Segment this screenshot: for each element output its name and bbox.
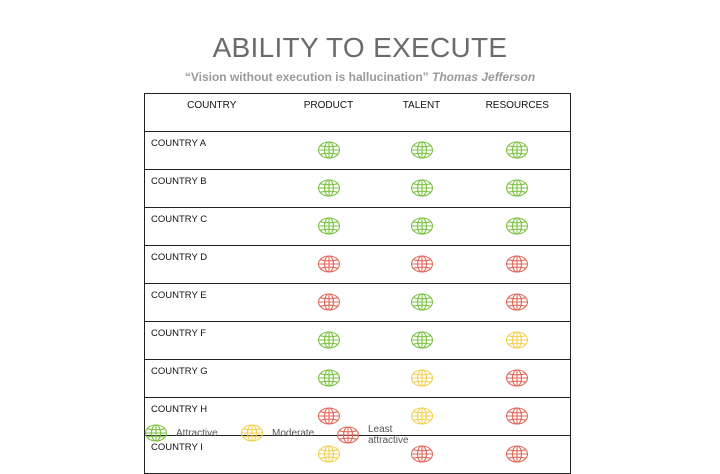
table-header-row: COUNTRY PRODUCT TALENT RESOURCES [144,93,571,132]
rating-cell [464,245,571,284]
rating-cell [464,131,571,170]
legend-item-attractive: Attractive [144,424,218,442]
globe-icon [317,407,341,425]
header-talent: TALENT [378,93,465,132]
globe-icon [505,179,529,197]
quote-author: Thomas Jefferson [432,70,536,84]
legend-item-moderate: Moderate [240,424,314,442]
rating-cell [278,283,379,322]
globe-icon [410,369,434,387]
legend-label: Least attractive [368,424,409,446]
legend-label: Attractive [176,427,218,439]
country-name: COUNTRY F [144,321,279,360]
globe-icon [317,217,341,235]
rating-cell [464,359,571,398]
rating-cell [464,435,571,474]
country-name: COUNTRY A [144,131,279,170]
page-title: ABILITY TO EXECUTE [212,32,508,63]
globe-icon [505,217,529,235]
rating-cell [278,245,379,284]
globe-icon [317,141,341,159]
table-row: COUNTRY C [144,207,571,246]
rating-cell [278,207,379,246]
table-row: COUNTRY D [144,245,571,284]
globe-icon [336,426,360,444]
header-product: PRODUCT [278,93,379,132]
rating-cell [278,131,379,170]
country-name: COUNTRY D [144,245,279,284]
globe-icon [410,141,434,159]
rating-cell [378,245,465,284]
globe-icon [410,179,434,197]
table-row: COUNTRY G [144,359,571,398]
rating-cell [464,321,571,360]
rating-cell [378,283,465,322]
header-country: COUNTRY [144,93,279,132]
rating-cell [464,397,571,436]
globe-icon [505,293,529,311]
globe-icon [317,331,341,349]
rating-cell [378,207,465,246]
globe-icon [505,407,529,425]
globe-icon [410,331,434,349]
table-row: COUNTRY E [144,283,571,322]
rating-cell [278,359,379,398]
quote-text: “Vision without execution is hallucinati… [184,70,429,84]
legend-item-least-attractive: Least attractive [336,424,409,446]
globe-icon [505,331,529,349]
globe-icon [410,407,434,425]
globe-icon [505,445,529,463]
globe-icon [240,424,264,442]
header-resources: RESOURCES [464,93,571,132]
rating-cell [464,207,571,246]
table-row: COUNTRY F [144,321,571,360]
rating-cell [378,169,465,208]
globe-icon [144,424,168,442]
globe-icon [410,445,434,463]
rating-cell [278,169,379,208]
rating-cell [278,397,379,436]
globe-icon [410,255,434,273]
country-name: COUNTRY B [144,169,279,208]
globe-icon [317,445,341,463]
globe-icon [410,217,434,235]
globe-icon [505,255,529,273]
rating-cell [464,283,571,322]
rating-cell [378,131,465,170]
globe-icon [505,369,529,387]
rating-cell [378,321,465,360]
globe-icon [410,293,434,311]
country-name: COUNTRY E [144,283,279,322]
globe-icon [317,255,341,273]
table-row: COUNTRY B [144,169,571,208]
rating-cell [278,321,379,360]
rating-cell [378,359,465,398]
execution-table: COUNTRY PRODUCT TALENT RESOURCES COUNTRY… [144,93,571,474]
country-name: COUNTRY C [144,207,279,246]
globe-icon [317,293,341,311]
globe-icon [317,179,341,197]
rating-cell [378,397,465,436]
table-row: COUNTRY A [144,131,571,170]
globe-icon [505,141,529,159]
legend-label: Moderate [272,427,315,439]
quote: “Vision without execution is hallucinati… [0,70,720,84]
globe-icon [317,369,341,387]
country-name: COUNTRY G [144,359,279,398]
rating-cell [464,169,571,208]
